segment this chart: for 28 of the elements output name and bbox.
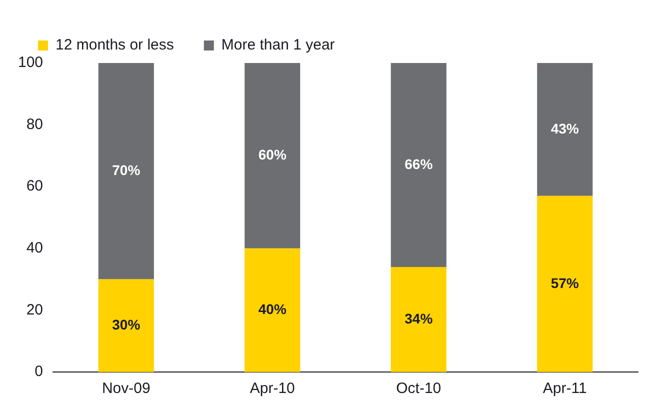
bar <box>98 279 154 372</box>
bar <box>98 63 154 280</box>
y-tick-label: 60 <box>26 178 44 195</box>
y-tick-label: 0 <box>34 363 44 380</box>
bar <box>537 196 593 372</box>
x-tick-label: Nov-09 <box>102 380 150 398</box>
data-label: 34% <box>404 310 434 326</box>
x-tick-label: Oct-10 <box>396 380 442 398</box>
y-tick-label: 40 <box>26 240 44 257</box>
bar <box>244 63 300 248</box>
x-tick-label: Apr-11 <box>542 380 587 398</box>
x-tick-label: Apr-10 <box>250 380 295 398</box>
y-tick-label: 20 <box>26 301 44 318</box>
data-label: 43% <box>550 120 580 136</box>
data-label: 70% <box>112 162 141 178</box>
bar <box>390 63 446 267</box>
bar <box>390 266 446 372</box>
legend-label: More than 1 year <box>221 36 335 54</box>
data-label: 30% <box>112 316 141 333</box>
data-label: 66% <box>404 156 434 172</box>
y-tick-label: 80 <box>26 116 44 133</box>
bar <box>537 63 593 196</box>
data-label: 60% <box>258 146 287 163</box>
y-tick-label: 100 <box>18 54 44 72</box>
legend-label: 12 months or less <box>56 36 174 54</box>
bar <box>244 248 300 372</box>
data-label: 40% <box>258 301 287 318</box>
data-label: 57% <box>550 274 580 291</box>
